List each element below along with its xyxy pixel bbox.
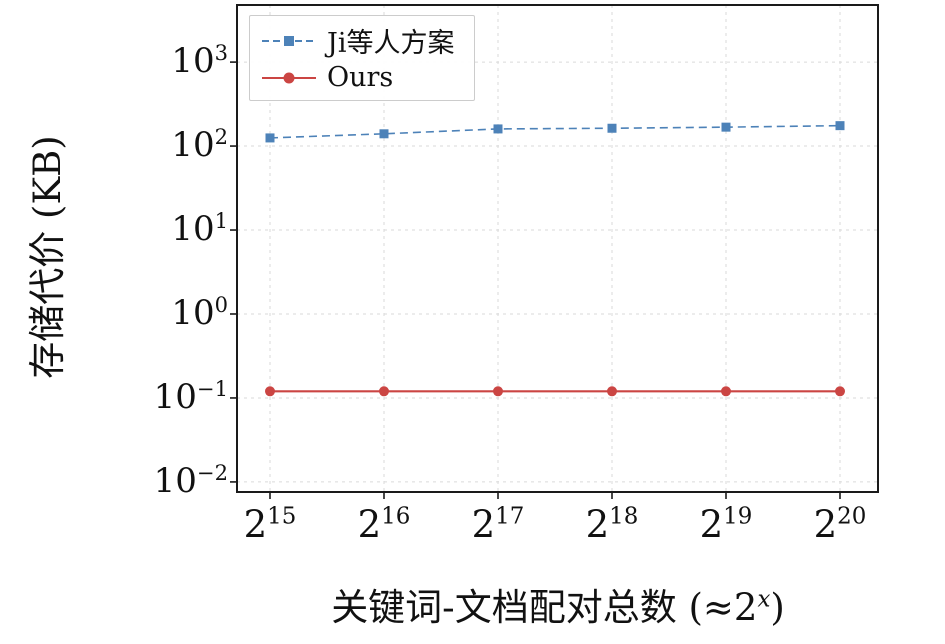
series-marker-circle: [265, 386, 275, 397]
y-tick-label: 102: [171, 123, 228, 166]
y-tick-label: 100: [171, 291, 228, 334]
series-marker-circle: [379, 386, 389, 397]
plot-frame: [236, 4, 879, 493]
y-axis-title-text: 存储代价 (KB): [26, 135, 69, 379]
series-marker-square: [379, 129, 389, 139]
series-marker-circle: [607, 386, 617, 397]
series-line-0: [269, 124, 841, 139]
x-tick-label: 220: [813, 503, 867, 546]
legend-entry: Ji等人方案: [260, 21, 454, 60]
series-marker-square: [721, 122, 731, 132]
x-axis-title: 关键词-文档配对总数 (≈2x): [331, 577, 785, 631]
y-tick-label: 10−1: [153, 375, 228, 418]
x-axis-title-exponent: x: [757, 586, 771, 613]
y-tick-label: 101: [171, 207, 228, 250]
legend-label: Ji等人方案: [327, 28, 455, 59]
series-marker-square: [835, 121, 845, 131]
series-marker-circle: [721, 386, 731, 397]
x-tick-label: 215: [243, 503, 297, 546]
series-marker-circle: [835, 386, 845, 397]
series-marker-square: [607, 123, 617, 133]
x-axis-title-close: ): [770, 586, 785, 629]
series-marker-square: [493, 124, 503, 134]
y-tick-label: 103: [171, 39, 228, 82]
y-axis-title: 存储代价 (KB): [17, 135, 71, 378]
x-tick-label: 218: [585, 503, 639, 546]
legend-label: Ours: [327, 62, 394, 93]
y-tick-label: 10−2: [153, 459, 228, 502]
x-tick-label: 219: [699, 503, 753, 546]
series-marker-square: [265, 133, 275, 143]
x-tick-label: 217: [471, 503, 525, 546]
legend-entry: Ours: [260, 62, 454, 93]
legend: Ji等人方案 Ours: [249, 15, 476, 101]
legend-sample-icon: [262, 72, 316, 83]
x-axis-title-text: 关键词-文档配对总数 (≈2: [331, 586, 758, 629]
x-tick-label: 216: [357, 503, 411, 546]
series-marker-circle: [493, 386, 503, 397]
legend-sample-icon: [262, 35, 316, 46]
